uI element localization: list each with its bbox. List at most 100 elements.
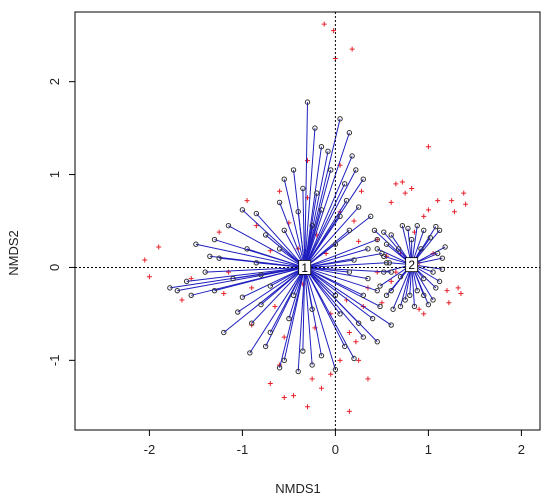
site-point-group-2 — [397, 274, 404, 280]
site-point-group-1 — [258, 301, 264, 308]
site-point-group-1 — [253, 210, 260, 217]
spider-line-group-1 — [228, 225, 305, 268]
site-point-group-1 — [216, 255, 222, 261]
species-point — [358, 188, 364, 194]
species-point — [309, 376, 315, 382]
species-point — [353, 339, 359, 345]
site-point-group-1 — [312, 125, 318, 131]
site-point-group-2 — [430, 269, 436, 275]
site-point-group-2 — [425, 301, 432, 308]
site-point-group-1 — [188, 292, 194, 299]
spider-line-group-1 — [279, 202, 306, 268]
y-tick-label: 0 — [47, 264, 62, 271]
site-point-group-1 — [262, 343, 269, 350]
spider-line-group-1 — [304, 193, 318, 268]
site-point-group-1 — [351, 257, 357, 263]
spider-line-group-1 — [304, 206, 360, 268]
site-point-group-1 — [276, 199, 283, 206]
site-point-group-1 — [365, 246, 371, 252]
site-point-group-2 — [402, 297, 408, 303]
site-point-group-1 — [351, 355, 357, 362]
spider-line-group-1 — [304, 118, 341, 268]
x-tick-label: 0 — [332, 442, 339, 457]
site-point-group-1 — [328, 167, 334, 173]
species-point — [146, 274, 152, 280]
species-point — [435, 198, 441, 204]
site-point-group-2 — [399, 222, 406, 229]
species-point — [346, 408, 352, 414]
spider-line-group-1 — [304, 132, 350, 268]
species-point — [318, 385, 324, 391]
site-point-group-1 — [281, 176, 287, 182]
spider-line-group-1 — [242, 209, 306, 268]
spider-line-group-1 — [302, 267, 306, 352]
site-point-group-2 — [377, 283, 383, 289]
spider-line-group-1 — [304, 267, 381, 307]
site-point-group-1 — [262, 232, 269, 238]
site-point-group-1 — [318, 352, 325, 359]
spider-lines-layer — [169, 102, 446, 372]
site-point-group-1 — [325, 148, 331, 155]
spider-line-group-1 — [304, 266, 392, 273]
site-point-group-1 — [368, 213, 374, 220]
species-point — [402, 190, 408, 196]
site-point-group-1 — [374, 236, 380, 243]
spider-line-group-1 — [242, 266, 305, 298]
site-point-group-1 — [174, 287, 181, 294]
plot-frame — [74, 11, 541, 431]
spider-line-group-1 — [297, 267, 306, 372]
spider-line-group-1 — [177, 266, 305, 292]
spider-line-group-1 — [304, 259, 355, 268]
x-tick-label: -1 — [237, 442, 249, 457]
site-point-group-1 — [221, 329, 227, 336]
spider-line-group-1 — [246, 248, 305, 268]
site-point-group-2 — [430, 297, 436, 303]
site-point-group-1 — [314, 190, 320, 196]
spider-line-group-1 — [304, 267, 313, 366]
species-point — [142, 257, 148, 263]
species-point — [379, 300, 385, 306]
x-tick-label: 2 — [518, 442, 525, 457]
species-point — [458, 290, 464, 296]
centroid-box-2 — [405, 257, 419, 273]
site-point-group-2 — [414, 287, 420, 294]
species-point — [216, 229, 222, 235]
site-point-group-1 — [365, 275, 371, 282]
spider-line-group-1 — [209, 255, 305, 268]
site-point-group-1 — [360, 334, 366, 340]
species-point — [249, 285, 255, 291]
spider-line-group-1 — [186, 266, 305, 282]
site-point-group-2 — [381, 253, 387, 259]
site-point-group-1 — [369, 315, 376, 322]
site-point-group-2 — [421, 292, 427, 299]
site-point-group-1 — [337, 116, 343, 122]
species-point — [409, 185, 415, 191]
spider-line-group-1 — [223, 267, 306, 333]
site-point-group-2 — [383, 241, 390, 247]
species-point — [225, 269, 231, 275]
species-point — [356, 238, 362, 244]
site-point-group-2 — [439, 255, 446, 261]
site-point-group-1 — [337, 311, 343, 317]
spider-line-group-1 — [304, 266, 369, 280]
site-point-group-1 — [286, 315, 292, 322]
species-point — [449, 198, 455, 204]
site-point-group-2 — [374, 246, 380, 252]
spider-line-group-1 — [304, 155, 353, 268]
site-point-group-1 — [267, 283, 273, 289]
species-point — [425, 144, 431, 150]
spider-line-group-1 — [304, 267, 378, 343]
site-point-group-1 — [374, 287, 380, 294]
site-point-group-1 — [193, 241, 199, 247]
species-point — [421, 213, 427, 219]
site-point-group-1 — [276, 365, 283, 371]
spider-line-group-1 — [304, 248, 369, 268]
site-point-group-2 — [421, 275, 427, 282]
y-axis-ticks: -1 0 1 2 — [47, 78, 75, 366]
site-point-group-2 — [433, 285, 439, 291]
site-point-group-2 — [395, 246, 402, 252]
spider-line-group-1 — [304, 169, 357, 268]
centroid-box-1 — [298, 260, 312, 275]
species-point — [328, 371, 334, 377]
site-point-group-1 — [332, 366, 339, 373]
